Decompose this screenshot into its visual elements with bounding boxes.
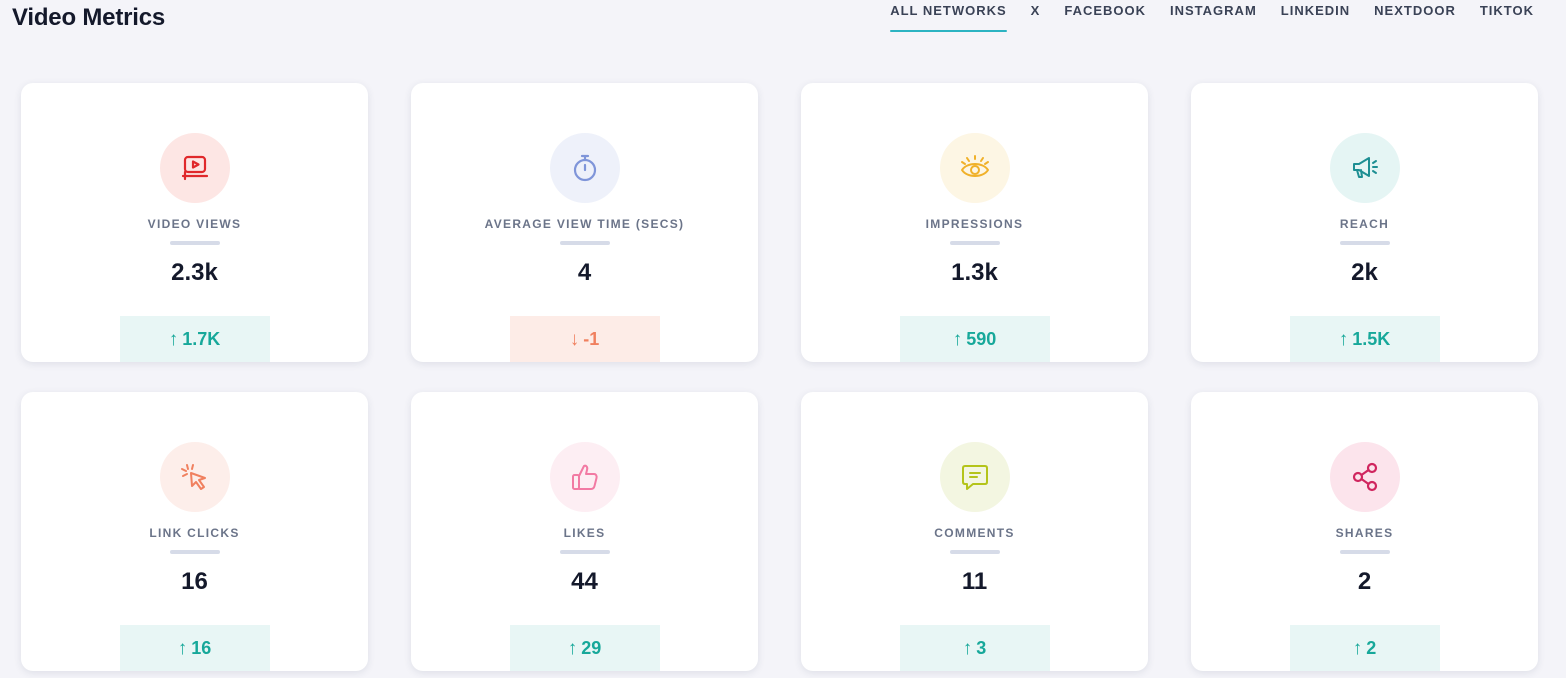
metric-value: 16 [181,568,208,595]
change-value: 1.5K [1352,328,1391,349]
label-underline [949,550,1000,554]
tab-x[interactable]: X [1030,3,1041,18]
label-underline [1339,550,1390,554]
change-badge: ↑ 2 [1289,625,1440,671]
stopwatch-icon [549,133,620,203]
tab-linkedin[interactable]: LINKEDIN [1280,3,1351,18]
metric-card-video-views: VIDEO VIEWS 2.3k ↑ 1.7K [21,83,368,362]
change-value: 1.7K [182,328,221,349]
arrow-up-icon: ↑ [962,637,973,659]
label-underline [169,241,220,245]
change-value: -1 [583,328,600,349]
metric-label: VIDEO VIEWS [147,217,242,231]
label-underline [559,241,610,245]
metric-value: 4 [577,259,592,286]
change-badge: ↑ 16 [119,625,270,671]
arrow-up-icon: ↑ [168,328,179,350]
arrow-up-icon: ↑ [1352,637,1363,659]
label-underline [169,550,220,554]
arrow-up-icon: ↑ [1338,328,1349,350]
change-badge: ↑ 1.5K [1289,316,1440,362]
change-value: 2 [1366,637,1377,658]
metric-label: REACH [1339,217,1390,231]
label-underline [559,550,610,554]
change-badge: ↑ 590 [899,316,1050,362]
metric-card-impressions: IMPRESSIONS 1.3k ↑ 590 [801,83,1148,362]
change-badge: ↑ 3 [899,625,1050,671]
metric-card-comments: COMMENTS 11 ↑ 3 [801,392,1148,671]
metric-card-link-clicks: LINK CLICKS 16 ↑ 16 [21,392,368,671]
arrow-up-icon: ↑ [177,637,188,659]
change-value: 29 [581,637,602,658]
metric-card-shares: SHARES 2 ↑ 2 [1191,392,1538,671]
thumbs-up-icon [549,442,620,512]
change-value: 3 [976,637,987,658]
video-play-icon [159,133,230,203]
metric-label: SHARES [1335,526,1394,540]
tab-nextdoor[interactable]: NEXTDOOR [1374,3,1456,18]
page-title: Video Metrics [12,4,166,31]
metric-card-likes: LIKES 44 ↑ 29 [411,392,758,671]
tab-tiktok[interactable]: TIKTOK [1479,3,1534,18]
megaphone-icon [1329,133,1400,203]
change-badge: ↑ 1.7K [119,316,270,362]
metric-card-average-view-time: AVERAGE VIEW TIME (SECS) 4 ↓ -1 [411,83,758,362]
arrow-down-icon: ↓ [569,328,580,350]
arrow-up-icon: ↑ [567,637,578,659]
metric-label: LIKES [563,526,606,540]
metric-value: 2 [1357,568,1372,595]
metric-card-reach: REACH 2k ↑ 1.5K [1191,83,1538,362]
metric-label: COMMENTS [934,526,1015,540]
cursor-click-icon [159,442,230,512]
metric-label: IMPRESSIONS [925,217,1024,231]
metric-label: LINK CLICKS [149,526,240,540]
eye-icon [939,133,1010,203]
share-icon [1329,442,1400,512]
metric-label: AVERAGE VIEW TIME (SECS) [484,217,685,231]
change-value: 16 [191,637,212,658]
tab-all-networks[interactable]: ALL NETWORKS [878,4,1018,34]
metric-value: 11 [961,568,988,595]
change-badge: ↓ -1 [509,316,660,362]
comment-icon [939,442,1010,512]
metric-value: 2.3k [171,259,218,286]
network-tabs: ALL NETWORKS X FACEBOOK INSTAGRAM LINKED… [878,4,1546,34]
tab-facebook[interactable]: FACEBOOK [1064,3,1147,18]
metric-value: 2k [1351,259,1378,286]
change-value: 590 [966,328,997,349]
metric-value: 1.3k [951,259,998,286]
label-underline [1339,241,1390,245]
change-badge: ↑ 29 [509,625,660,671]
metric-value: 44 [571,568,598,595]
tab-instagram[interactable]: INSTAGRAM [1170,3,1257,18]
metrics-grid: VIDEO VIEWS 2.3k ↑ 1.7K AVERAGE VIEW TIM… [21,83,1538,671]
label-underline [949,241,1000,245]
arrow-up-icon: ↑ [952,328,963,350]
